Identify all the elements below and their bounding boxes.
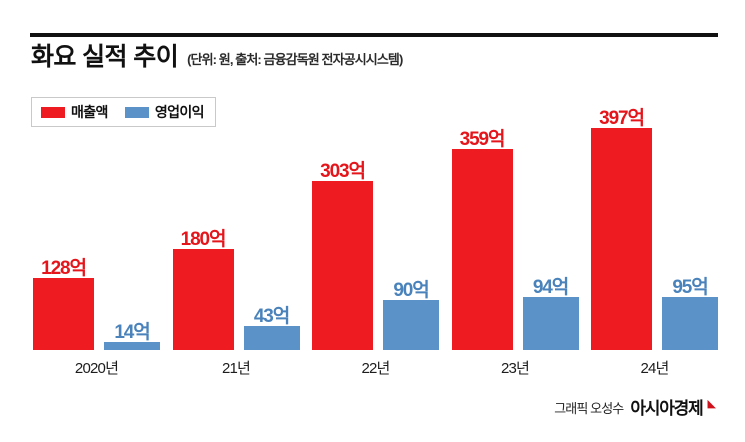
credit-brand-name: 아시아경제 [630,399,703,418]
bar-operating-profit [243,325,300,350]
credit-graphic-author: 그래픽 오성수 [554,401,624,416]
bar-value-label-operating-profit: 43억 [253,305,290,327]
legend-label-profit: 영업이익 [154,104,205,120]
bar-value-label-revenue: 303억 [320,160,366,182]
chart-header: 화요 실적 추이 (단위: 원, 출처: 금융감독원 전자공시시스템) [31,43,403,72]
bar-operating-profit [104,342,160,350]
bar-revenue [312,180,373,350]
bar-value-label-operating-profit: 95억 [672,276,708,298]
header-divider [30,33,718,37]
bar-revenue [591,128,652,350]
page-title: 화요 실적 추이 [31,43,179,71]
x-axis-tick-label: 2020년 [74,360,119,377]
bar-value-label-revenue: 180억 [180,229,227,251]
bar-value-label-revenue: 359억 [459,129,506,151]
legend-item-profit: 영업이익 [124,102,205,122]
bar-value-label-revenue: 397억 [599,107,645,129]
credit-block: 그래픽 오성수 아시아경제 ◣ [554,398,718,418]
legend-swatch-profit [124,106,149,118]
bar-operating-profit [522,297,579,350]
bar-revenue [172,249,234,350]
legend-swatch-revenue [41,106,65,118]
bar-operating-profit [383,299,439,350]
legend-label-revenue: 매출액 [71,104,108,120]
bar-value-label-operating-profit: 90억 [393,279,429,301]
brand-mark-icon: ◣ [707,398,716,410]
bar-value-label-operating-profit: 94억 [532,277,569,299]
legend-item-revenue: 매출액 [41,102,108,122]
chart-legend: 매출액 영업이익 [31,97,216,127]
bar-value-label-operating-profit: 14억 [114,322,150,344]
x-axis-tick-label: 21년 [221,360,251,377]
x-axis-tick-label: 24년 [640,360,669,377]
bar-value-label-revenue: 128억 [41,258,87,280]
x-axis-tick-label: 22년 [361,360,390,377]
x-axis-tick-label: 23년 [500,360,530,377]
bar-revenue [33,278,94,350]
bar-operating-profit [662,296,718,350]
chart-subtitle: (단위: 원, 출처: 금융감독원 전자공시시스템) [187,52,403,67]
bar-revenue [451,149,513,350]
